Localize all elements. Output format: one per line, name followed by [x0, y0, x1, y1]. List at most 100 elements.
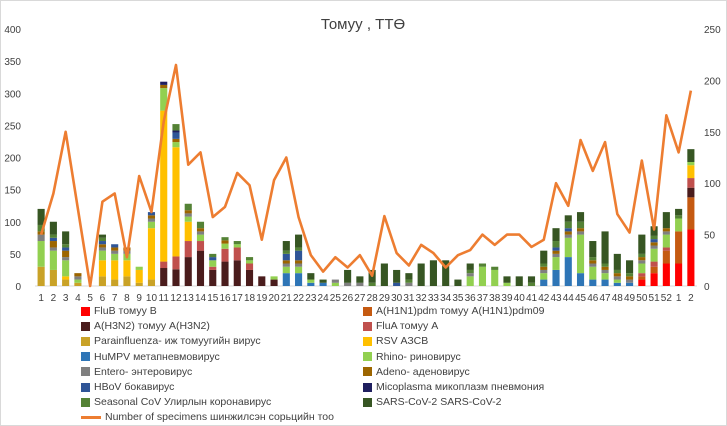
x-tick-label: 35: [452, 293, 464, 304]
bar-segment: [393, 282, 401, 286]
bar-segment: [405, 279, 413, 283]
bar-segment: [576, 228, 585, 232]
legend-label: Rhino- риновирус: [376, 350, 461, 363]
bar-segment: [74, 282, 82, 286]
bar-segment: [282, 253, 290, 261]
bar-segment: [601, 266, 609, 270]
bar-segment: [613, 269, 621, 274]
bar-segment: [589, 260, 597, 264]
x-tick-label: 25: [330, 293, 342, 304]
legend-label: A(H3N2) томуу A(H3N2): [94, 320, 210, 333]
x-tick-label: 5: [87, 293, 93, 304]
bar-segment: [650, 245, 658, 249]
x-tick-label: 52: [661, 293, 673, 304]
bar-segment: [233, 260, 241, 286]
bar-segment: [540, 269, 548, 274]
x-tick-label: 37: [477, 293, 489, 304]
bar-segment: [589, 241, 597, 258]
bar-segment: [552, 250, 560, 254]
x-tick-label: 2: [688, 293, 694, 304]
bar-segment: [466, 263, 474, 270]
x-tick-label: 8: [124, 293, 130, 304]
bar-segment: [111, 250, 119, 254]
bar-segment: [442, 260, 450, 286]
bar-segment: [576, 273, 585, 286]
bar-segment: [564, 231, 572, 235]
x-tick-label: 24: [318, 293, 330, 304]
legend-item: A(H3N2) томуу A(H3N2): [81, 320, 210, 332]
bar-segment: [491, 269, 499, 286]
bar-segment: [62, 279, 70, 286]
x-tick-label: 49: [624, 293, 636, 304]
bar-segment: [62, 257, 70, 261]
bar-segment: [491, 266, 499, 270]
x-tick-label: 39: [501, 293, 513, 304]
x-tick-label: 45: [575, 293, 587, 304]
x-tick-label: 17: [232, 293, 244, 304]
bar-segment: [184, 216, 192, 222]
bar-segment: [564, 228, 572, 232]
x-tick-label: 19: [256, 293, 268, 304]
bar-segment: [98, 276, 106, 286]
bar-stacks: [37, 81, 695, 286]
bar-segment: [282, 241, 290, 251]
bar-segment: [466, 269, 474, 274]
bar-segment: [687, 149, 695, 162]
bar-segment: [37, 208, 45, 225]
legend-swatch: [81, 382, 90, 392]
legend-item: FluA томуу A: [363, 320, 438, 332]
bar-segment: [49, 241, 57, 248]
bar-segment: [282, 273, 290, 286]
bar-segment: [221, 261, 229, 286]
bar-segment: [111, 260, 119, 280]
bar-segment: [172, 147, 180, 257]
x-tick-label: 28: [367, 293, 379, 304]
legend-label: FluA томуу A: [376, 320, 439, 333]
bar-segment: [49, 250, 57, 270]
bar-segment: [454, 279, 462, 286]
bar-segment: [184, 257, 192, 286]
bar-segment: [552, 241, 560, 248]
bar-segment: [295, 247, 303, 251]
bar-segment: [160, 81, 168, 85]
bar-segment: [172, 142, 180, 148]
bar-segment: [638, 276, 646, 280]
bar-segment: [564, 257, 572, 286]
chart-title: Томуу , ТТӨ: [321, 16, 405, 33]
bar-segment: [540, 263, 548, 267]
bar-segment: [503, 276, 511, 283]
bar-segment: [62, 247, 70, 251]
bar-segment: [209, 269, 217, 286]
bar-segment: [626, 276, 634, 280]
bar-segment: [626, 282, 634, 286]
bar-segment: [209, 257, 217, 261]
legend-swatch: [363, 336, 372, 346]
bar-segment: [613, 282, 621, 286]
bar-segment: [638, 279, 646, 286]
bar-segment: [74, 279, 82, 283]
bar-segment: [245, 260, 254, 264]
bar-segment: [270, 279, 278, 286]
legend-item: Entero- энтеровирус: [81, 366, 192, 378]
bar-segment: [62, 250, 70, 258]
bar-segment: [209, 260, 217, 267]
bar-segment: [147, 279, 156, 286]
bar-segment: [233, 244, 241, 248]
specimens-line: [39, 63, 693, 288]
bar-segment: [135, 266, 143, 270]
bar-segment: [98, 260, 106, 277]
bar-segment: [650, 261, 658, 267]
bar-segment: [675, 263, 683, 286]
bar-segment: [147, 228, 156, 280]
bar-segment: [675, 218, 683, 232]
y-right-tick-label: 0: [704, 282, 710, 293]
bar-segment: [49, 269, 57, 286]
x-tick-label: 20: [268, 293, 280, 304]
bar-segment: [417, 263, 425, 286]
bar-segment: [356, 276, 364, 283]
bar-segment: [675, 208, 683, 216]
x-tick-label: 10: [146, 293, 158, 304]
bar-segment: [540, 250, 548, 264]
legend-item: Parainfluenza- иж томуугийн вирус: [81, 335, 261, 347]
bar-segment: [62, 244, 70, 248]
